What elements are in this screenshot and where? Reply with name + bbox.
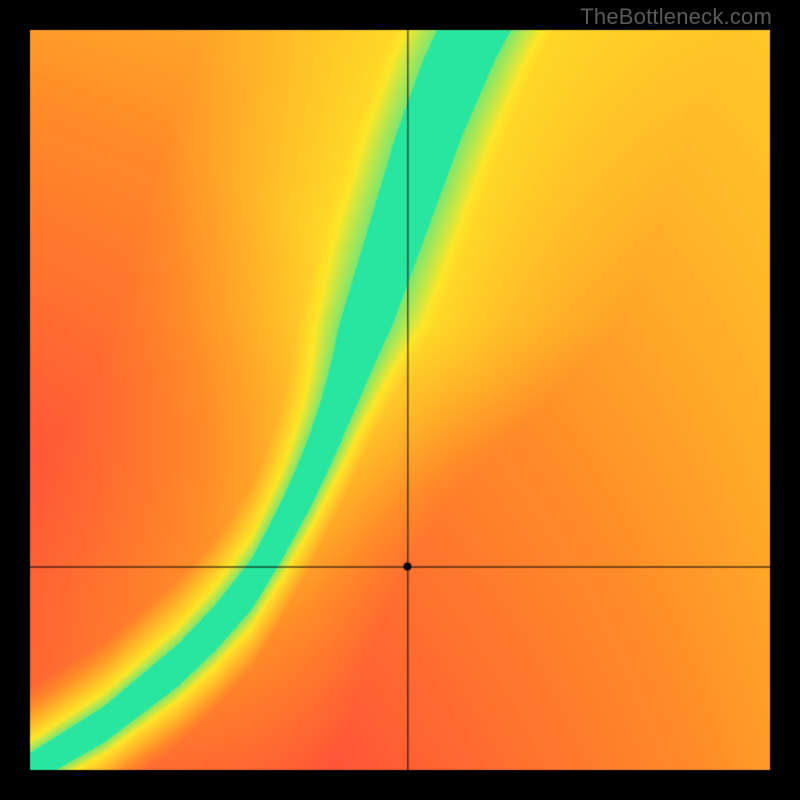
chart-container: TheBottleneck.com <box>0 0 800 800</box>
watermark-text: TheBottleneck.com <box>580 4 772 30</box>
heatmap-canvas <box>0 0 800 800</box>
